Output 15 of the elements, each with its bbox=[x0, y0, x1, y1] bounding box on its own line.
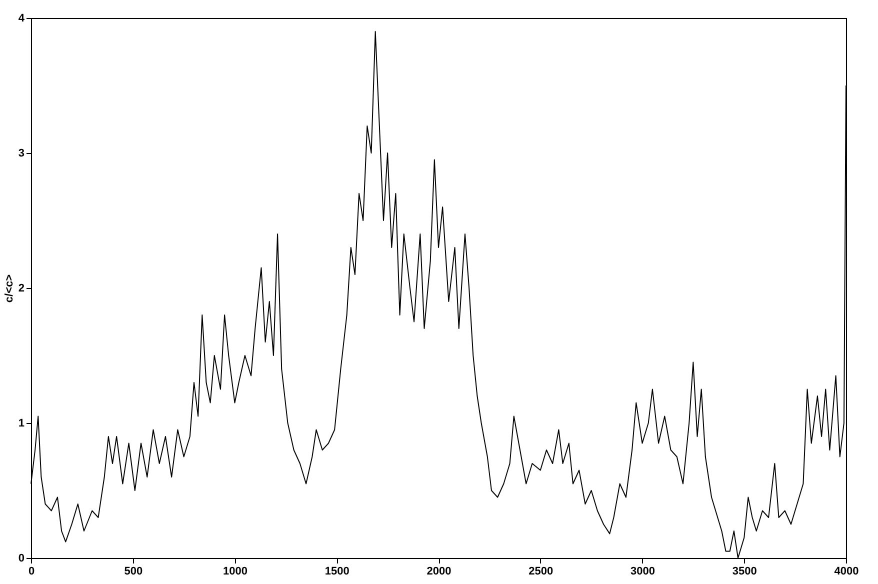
x-tick-label: 3500 bbox=[732, 566, 757, 578]
x-tick-label: 2000 bbox=[426, 566, 452, 578]
x-tick-label: 2500 bbox=[528, 566, 554, 578]
y-tick-label: 3 bbox=[18, 148, 24, 160]
x-tick-label: 500 bbox=[124, 566, 143, 578]
y-tick-label: 4 bbox=[18, 12, 26, 24]
x-tick-label: 1500 bbox=[324, 566, 350, 578]
x-tick-label: 1000 bbox=[223, 566, 248, 578]
x-tick-label: 3000 bbox=[630, 566, 655, 578]
y-tick-label: 2 bbox=[18, 282, 24, 294]
y-axis-title: c/<c> bbox=[3, 274, 16, 303]
x-tick-label: 4000 bbox=[834, 566, 859, 578]
y-tick-label: 0 bbox=[18, 552, 24, 564]
x-tick-label: 0 bbox=[28, 566, 35, 578]
y-tick-label: 1 bbox=[18, 418, 24, 430]
